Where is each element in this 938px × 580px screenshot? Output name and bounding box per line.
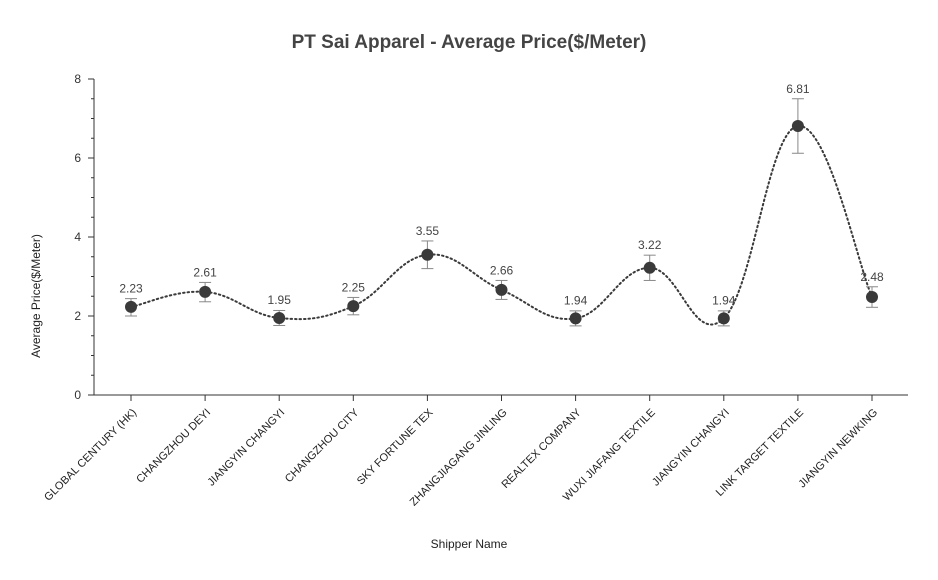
data-label: 6.81 <box>786 82 810 96</box>
data-marker <box>569 312 582 325</box>
data-marker <box>273 311 286 324</box>
data-marker <box>495 283 508 296</box>
x-tick-label: CHANGZHOU CITY <box>283 406 362 485</box>
y-tick-label: 2 <box>74 309 81 323</box>
data-label: 1.95 <box>268 293 292 307</box>
x-axis: GLOBAL CENTURY (HK)CHANGZHOU DEYIJIANGYI… <box>42 394 908 508</box>
data-marker <box>199 285 212 298</box>
data-label: 2.23 <box>119 282 143 296</box>
data-label: 2.61 <box>193 265 217 279</box>
data-marker <box>791 120 804 133</box>
y-axis-label: Average Price($/Meter) <box>29 234 43 358</box>
data-marker <box>717 312 730 325</box>
data-point: 1.94 <box>712 293 736 327</box>
data-marker <box>866 291 878 304</box>
y-tick-label: 8 <box>74 72 81 86</box>
y-tick-label: 0 <box>74 388 81 402</box>
data-label: 2.25 <box>342 280 366 294</box>
data-label: 3.55 <box>416 224 440 238</box>
x-tick-label: JIANGYIN NEWKING <box>796 407 880 491</box>
y-tick-label: 4 <box>74 230 81 244</box>
data-point: 6.81 <box>786 82 810 154</box>
data-point: 2.61 <box>193 265 217 303</box>
data-marker <box>643 261 656 274</box>
data-point: 2.48 <box>860 270 884 308</box>
data-label: 1.94 <box>712 293 736 307</box>
data-label: 3.22 <box>638 238 662 252</box>
data-marker <box>125 300 137 313</box>
x-tick-label: GLOBAL CENTURY (HK) <box>42 407 139 504</box>
data-label: 1.94 <box>564 293 588 307</box>
data-marker <box>421 248 434 261</box>
data-label: 2.66 <box>490 263 514 277</box>
data-point: 3.22 <box>638 238 662 281</box>
data-point: 2.25 <box>342 280 366 316</box>
x-tick-label: JIANGYIN CHANGYI <box>205 407 287 489</box>
y-tick-label: 6 <box>74 151 81 165</box>
x-tick-label: REALTEX COMPANY <box>499 406 584 491</box>
series-group: 2.23 2.61 1.95 2.25 3.55 2.66 1.94 3.22 1.94 6.81… <box>119 82 884 327</box>
x-tick-label: JIANGYIN CHANGYI <box>650 407 732 489</box>
data-point: 2.66 <box>490 263 514 300</box>
data-label: 2.48 <box>860 270 884 284</box>
x-axis-label: Shipper Name <box>431 537 508 551</box>
data-point: 3.55 <box>416 224 440 270</box>
data-point: 2.23 <box>119 282 143 317</box>
chart-title: PT Sai Apparel - Average Price($/Meter) <box>292 32 647 53</box>
y-axis: 0 2 4 6 8 <box>74 72 95 402</box>
data-marker <box>347 300 360 313</box>
x-tick-label: SKY FORTUNE TEX <box>355 406 436 487</box>
data-point: 1.95 <box>268 293 292 326</box>
data-point: 1.94 <box>564 293 588 327</box>
x-tick-label: CHANGZHOU DEYI <box>134 407 213 486</box>
x-tick-label: LINK TARGET TEXTILE <box>714 407 806 499</box>
